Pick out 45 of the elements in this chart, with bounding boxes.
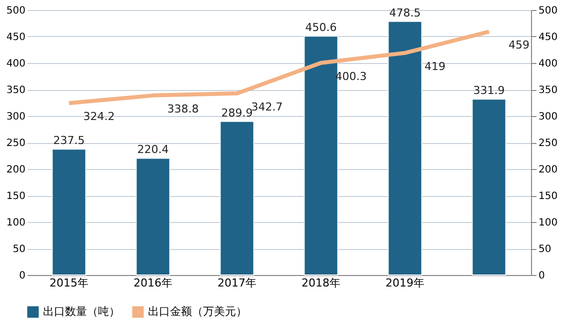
data-label: 237.5 bbox=[53, 134, 85, 148]
y2-tick-label: 500 bbox=[538, 6, 558, 16]
y2-tick-label: 150 bbox=[538, 191, 558, 202]
x-tick-label: 2018年 bbox=[302, 276, 340, 290]
y2-tick-label: 200 bbox=[538, 164, 558, 176]
data-label: 419 bbox=[424, 60, 446, 73]
y-tick-label: 350 bbox=[6, 85, 26, 96]
data-label: 338.8 bbox=[167, 102, 199, 116]
y2-tick-label: 50 bbox=[538, 244, 552, 255]
y-tick-label: 0 bbox=[19, 270, 26, 282]
y-tick-label: 300 bbox=[6, 112, 26, 122]
bar bbox=[52, 148, 86, 276]
data-label: 342.7 bbox=[251, 100, 283, 114]
legend-label: 出口数量（吨） bbox=[43, 305, 120, 318]
y2-tick-label: 400 bbox=[538, 58, 558, 70]
y-tick-label: 100 bbox=[6, 218, 26, 228]
y-tick-label: 500 bbox=[6, 6, 26, 16]
y-tick-label: 250 bbox=[6, 138, 26, 149]
y2-tick-label: 350 bbox=[538, 85, 558, 96]
y-tick-label: 450 bbox=[6, 32, 26, 43]
x-tick-label: 2019年 bbox=[386, 276, 424, 290]
bar bbox=[472, 98, 506, 276]
y-tick-label: 400 bbox=[6, 58, 26, 70]
bar bbox=[388, 20, 422, 276]
y-tick-label: 50 bbox=[12, 244, 26, 255]
y2-tick-label: 100 bbox=[538, 218, 558, 228]
data-label: 289.9 bbox=[221, 106, 253, 120]
y2-tick-label: 300 bbox=[538, 112, 558, 122]
y-tick-label: 200 bbox=[6, 164, 26, 176]
data-label: 459 bbox=[508, 38, 530, 52]
x-tick-label: 2016年 bbox=[134, 276, 172, 290]
data-label: 324.2 bbox=[83, 110, 115, 124]
data-label: 450.6 bbox=[305, 21, 337, 34]
legend-label: 出口金额（万美元） bbox=[148, 305, 247, 318]
y2-tick-label: 0 bbox=[538, 270, 545, 282]
data-label: 331.9 bbox=[473, 84, 505, 98]
y2-tick-label: 250 bbox=[538, 138, 558, 149]
data-label: 220.4 bbox=[137, 143, 169, 156]
y-tick-label: 150 bbox=[6, 191, 26, 202]
bar bbox=[220, 120, 254, 276]
x-tick-label: 2015年 bbox=[50, 276, 88, 290]
x-tick-label: 2017年 bbox=[218, 276, 256, 290]
data-label: 478.5 bbox=[389, 6, 421, 20]
bar bbox=[136, 158, 170, 276]
y2-tick-label: 450 bbox=[538, 32, 558, 43]
